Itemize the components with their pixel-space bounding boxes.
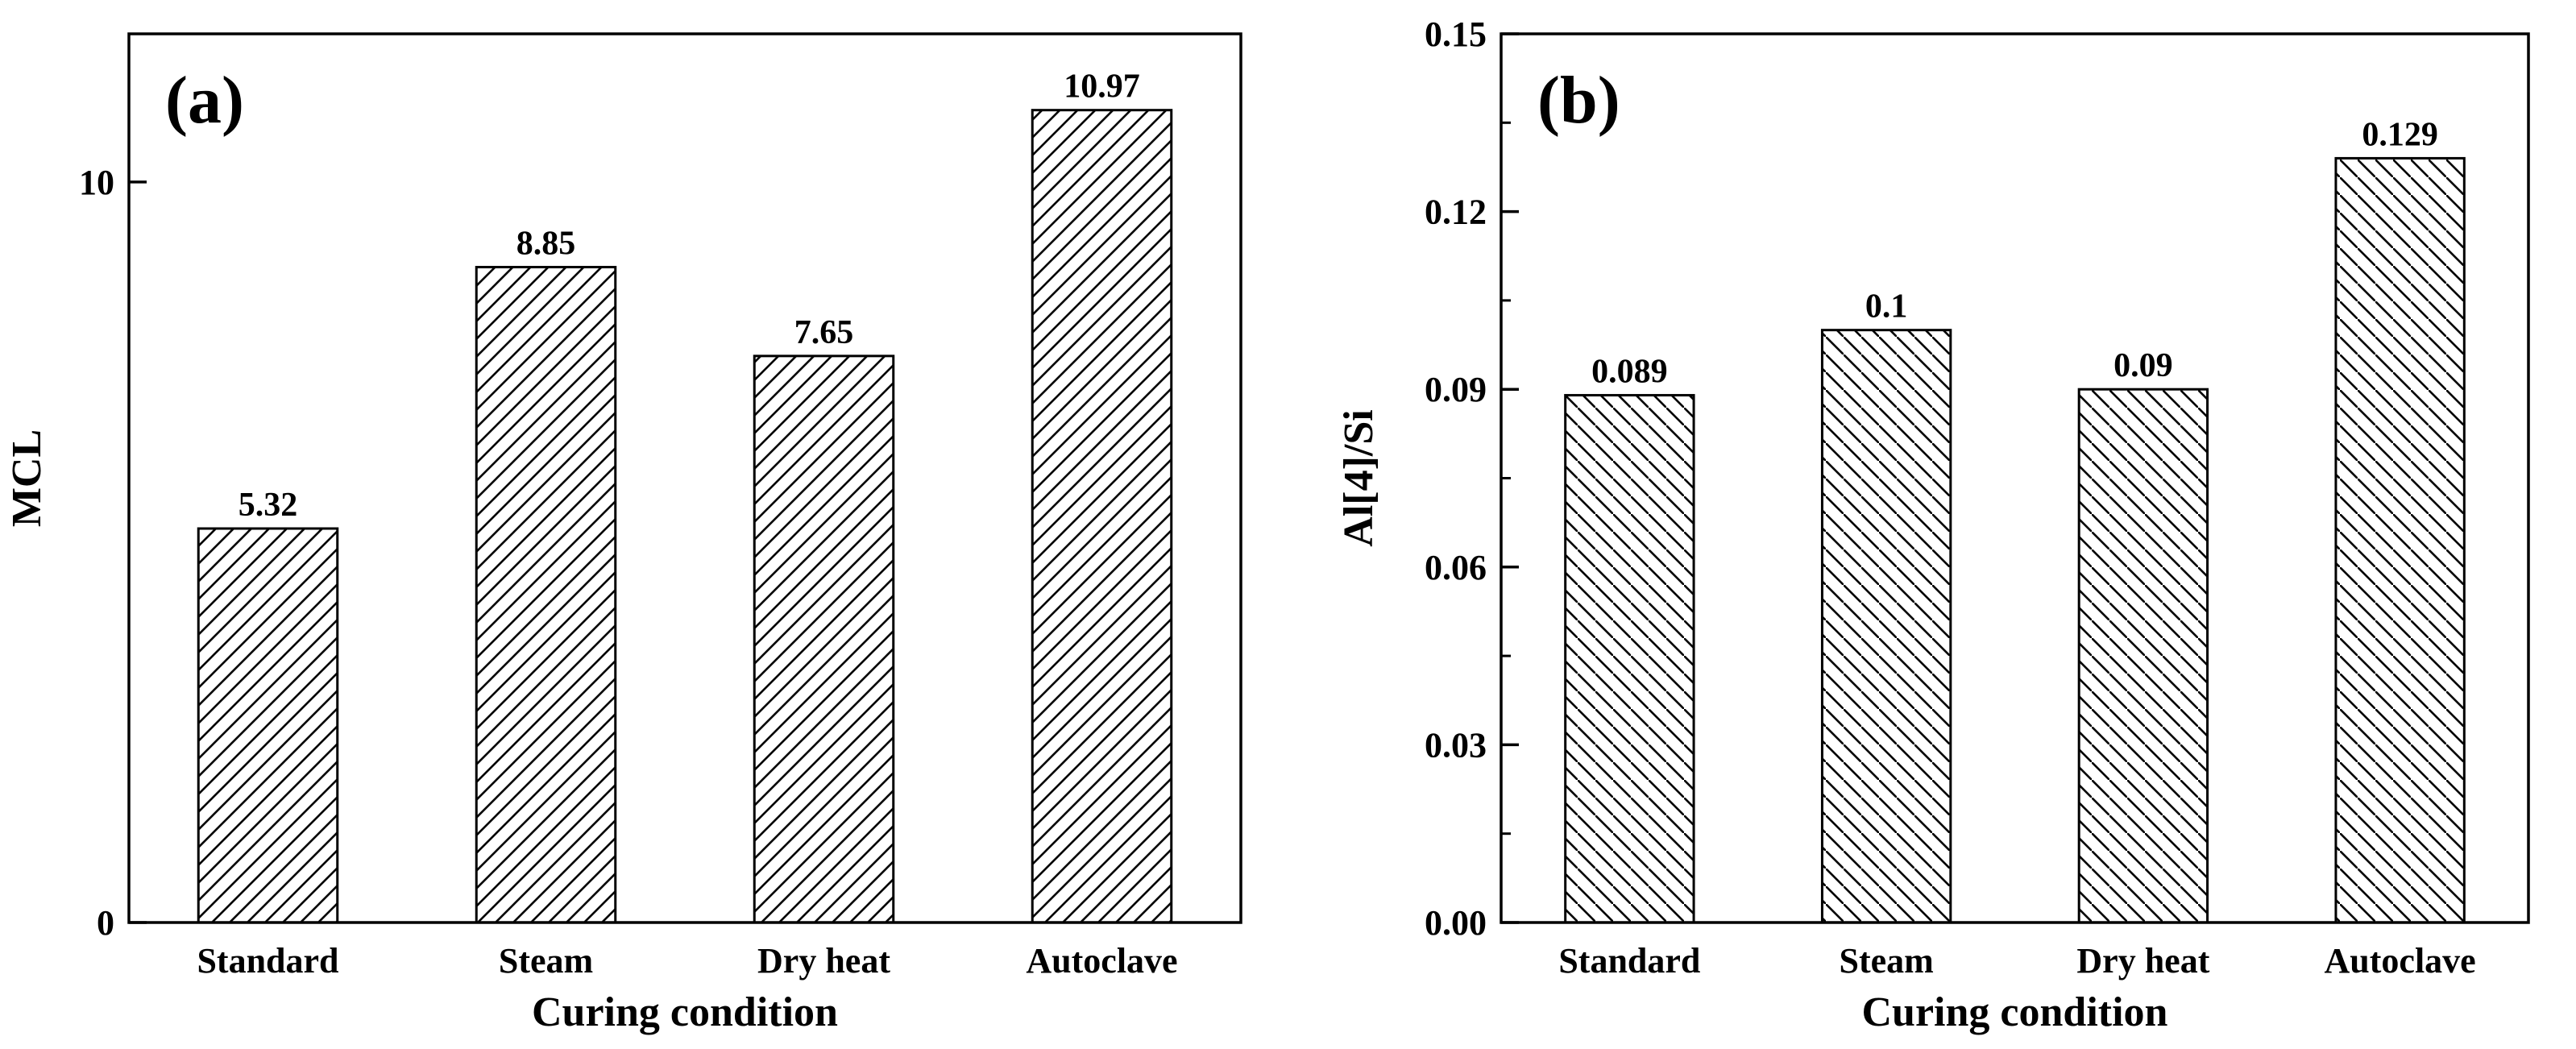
bar-b-steam (1820, 329, 1952, 924)
bar-b-dry-heat (2077, 388, 2209, 924)
y-tick-label-b-4: 0.12 (1425, 193, 1487, 232)
bar-a-standard (197, 527, 339, 924)
y-tick-label-b-0: 0.00 (1425, 903, 1487, 943)
x-tick-label-b-dry-heat: Dry heat (2076, 941, 2209, 981)
x-axis-title-b: Curing condition (1862, 989, 2168, 1035)
data-label-b-dry-heat: 0.09 (2113, 347, 2173, 384)
data-label-b-autoclave: 0.129 (2362, 116, 2438, 153)
y-axis-title-a: MCL (4, 429, 50, 527)
data-label-a-steam: 8.85 (516, 226, 576, 263)
bar-a-steam (475, 266, 617, 924)
x-tick-label-b-standard: Standard (1558, 941, 1700, 981)
x-tick-label-a-dry-heat: Dry heat (757, 941, 890, 981)
data-label-a-standard: 5.32 (239, 487, 298, 524)
x-axis-title-a: Curing condition (532, 989, 838, 1035)
y-tick-label-a-1: 10 (79, 163, 114, 202)
x-tick-label-b-steam: Steam (1839, 941, 1933, 981)
bar-b-autoclave (2334, 156, 2466, 924)
y-tick-label-a-0: 0 (97, 903, 114, 943)
y-tick-label-b-1: 0.03 (1425, 725, 1487, 765)
y-tick-label-b-5: 0.15 (1425, 15, 1487, 54)
data-label-a-autoclave: 10.97 (1064, 68, 1140, 106)
y-tick-label-b-3: 0.09 (1425, 370, 1487, 409)
y-tick-label-b-2: 0.06 (1425, 548, 1487, 587)
chart-panel-a: 5.32 Standard 8.85 Steam 7.65 Dry heat 10.97 Au… (4, 32, 1242, 1035)
panel-label-b: (b) (1537, 63, 1620, 138)
bar-a-autoclave (1031, 109, 1173, 924)
panel-label-a: (a) (165, 63, 244, 138)
bar-b-standard (1564, 394, 1695, 924)
chart-panel-b: 0.089 Standard 0.1 Steam 0.09 Dry heat 0.129 Au… (1336, 15, 2530, 1035)
y-axis-title-b: Al[4]/Si (1336, 409, 1382, 546)
data-label-b-steam: 0.1 (1865, 288, 1908, 325)
bar-a-dry-heat (753, 355, 895, 924)
x-tick-label-a-autoclave: Autoclave (1026, 941, 1177, 981)
x-tick-label-b-autoclave: Autoclave (2325, 941, 2476, 981)
data-label-b-standard: 0.089 (1591, 354, 1668, 391)
x-tick-label-a-steam: Steam (499, 941, 593, 981)
plot-frame-a (127, 32, 1242, 924)
data-label-a-dry-heat: 7.65 (794, 314, 854, 351)
x-tick-label-a-standard: Standard (197, 941, 338, 981)
